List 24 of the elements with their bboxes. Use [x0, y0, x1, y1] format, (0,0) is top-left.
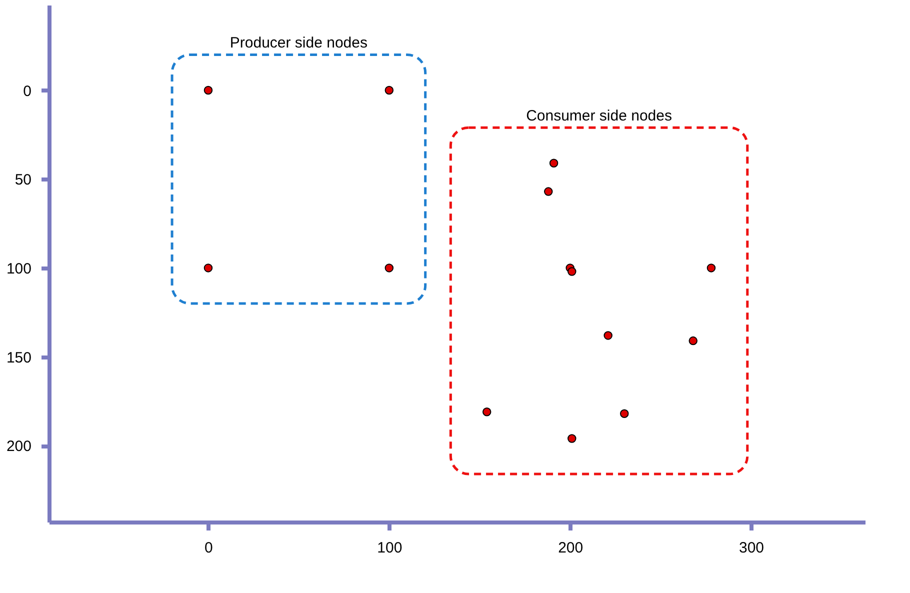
- y-tick-label: 200: [6, 438, 32, 456]
- y-tick-label: 150: [6, 349, 32, 366]
- y-tick-label: 50: [14, 172, 32, 189]
- point: [204, 86, 213, 95]
- point: [204, 264, 213, 272]
- point: [549, 158, 558, 168]
- point: [482, 407, 492, 416]
- point: [568, 267, 576, 276]
- point: [544, 187, 553, 196]
- x-tick-label: 0: [204, 540, 213, 556]
- text: Producer side nodes: [230, 34, 368, 52]
- y-tick-label: 0: [23, 82, 32, 100]
- x-tick-label: 100: [377, 540, 402, 556]
- point: [568, 434, 576, 443]
- point: [688, 336, 698, 346]
- point: [384, 86, 394, 95]
- x-tick-label: 200: [558, 540, 584, 556]
- y-tick-label: 100: [6, 260, 32, 278]
- point: [620, 409, 629, 418]
- x-tick-label: 300: [739, 540, 764, 556]
- text: Consumer side nodes: [526, 108, 672, 125]
- point: [384, 264, 394, 272]
- point: [706, 264, 716, 272]
- point: [604, 331, 612, 340]
